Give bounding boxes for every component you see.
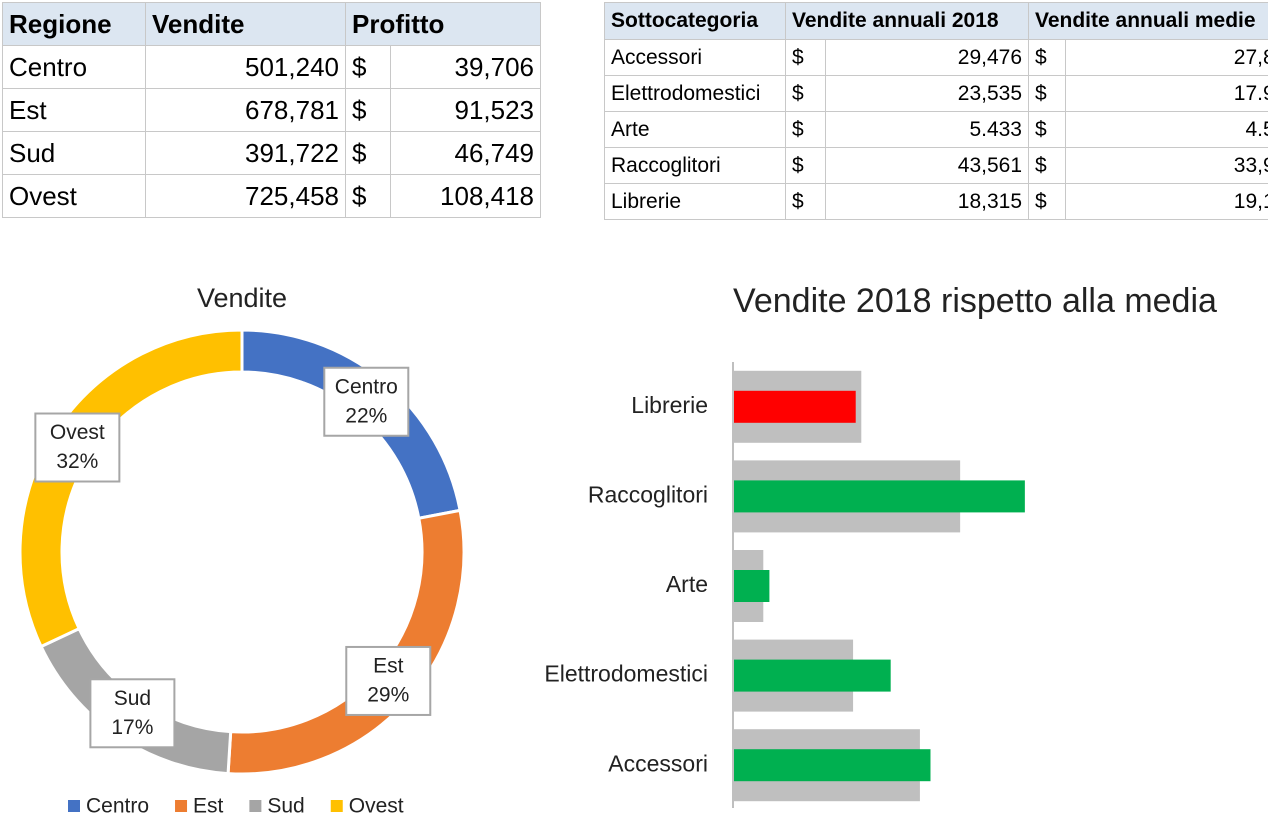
table-cell: $ <box>1028 147 1066 184</box>
table-cell: $ <box>345 174 391 218</box>
table-cell: 17.922 <box>1065 75 1268 112</box>
y-tick-label: Librerie <box>631 392 708 418</box>
donut-slice <box>18 328 244 649</box>
chart-title: Vendite <box>197 283 287 313</box>
table-cell: $ <box>785 111 826 148</box>
bar <box>733 659 891 692</box>
legend-label: Sud <box>267 795 304 818</box>
bar <box>733 570 770 602</box>
data-label-category: Ovest <box>50 421 105 444</box>
table-cell: Ovest <box>2 174 146 218</box>
y-tick-label: Raccoglitori <box>588 481 708 507</box>
table-cell: 33,902 <box>1065 147 1268 184</box>
header-cell: Vendite <box>145 2 346 46</box>
table-row: Accessori$29,476$27,897 <box>604 39 1268 76</box>
table-cell: 18,315 <box>825 183 1029 220</box>
table-cell: $ <box>1028 183 1066 220</box>
table-row: Ovest 725,458 $108,418 <box>2 174 542 218</box>
header-row: Sottocategoria Vendite annuali 2018 Vendit… <box>604 2 1268 40</box>
table-row: Raccoglitori$43,561$33,902 <box>604 147 1268 184</box>
table-cell: 108,418 <box>389 174 542 218</box>
data-label-box <box>34 412 121 483</box>
header-row: Regione Vendite Profitto <box>2 2 542 46</box>
data-label-category: Sud <box>114 687 151 710</box>
bar <box>733 749 931 782</box>
table-cell: 43,561 <box>825 147 1029 184</box>
chart-title: Vendite 2018 rispetto alla media <box>733 282 1217 320</box>
subcategory-table-container: Sottocategoria Vendite annuali 2018 Vendit… <box>604 2 1268 222</box>
data-label-value: 29% <box>367 684 409 707</box>
data-label-category: Centro <box>335 375 398 398</box>
header-cell: Vendite annuali 2018 <box>785 2 1029 40</box>
table-cell: 4.520 <box>1065 111 1268 148</box>
table-cell: 19,147 <box>1065 183 1268 220</box>
table-cell: 23,535 <box>825 75 1029 112</box>
table-cell: Librerie <box>604 183 786 220</box>
table-cell: 678,781 <box>145 88 346 132</box>
table-cell: $ <box>1028 39 1066 76</box>
table-cell: $ <box>785 147 826 184</box>
region-table: Regione Vendite Profitto Centro 501,240 $39,7… <box>2 2 542 218</box>
data-label-value: 32% <box>56 450 98 473</box>
table-cell: Accessori <box>604 39 786 76</box>
data-label-box <box>89 678 176 749</box>
table-cell: Centro <box>2 45 146 89</box>
bar <box>733 390 856 423</box>
table-row: Librerie$18,315$19,147 <box>604 183 1268 220</box>
y-tick-label: Accessori <box>608 750 708 776</box>
table-cell: 91,523 <box>389 88 542 132</box>
legend-swatch <box>68 800 80 812</box>
table-cell: 5.433 <box>825 111 1029 148</box>
header-cell: Sottocategoria <box>604 2 786 40</box>
table-row: Sud 391,722 $46,749 <box>2 131 542 175</box>
legend-label: Est <box>193 795 224 818</box>
table-cell: $ <box>345 45 391 89</box>
y-tick-label: Elettrodomestici <box>544 661 708 687</box>
y-tick-label: Arte <box>666 571 708 597</box>
table-cell: $ <box>345 131 391 175</box>
legend-swatch <box>249 800 262 812</box>
table-cell: 29,476 <box>825 39 1029 76</box>
table-cell: 39,706 <box>389 45 542 89</box>
legend-swatch <box>175 800 188 812</box>
legend-label: Centro <box>86 795 149 818</box>
subcategory-table: Sottocategoria Vendite annuali 2018 Vendit… <box>604 2 1268 220</box>
table-row: Centro 501,240 $39,706 <box>2 45 542 89</box>
legend-label: Ovest <box>349 795 404 818</box>
legend-swatch <box>330 800 343 812</box>
table-cell: 725,458 <box>145 174 346 218</box>
data-label-value: 22% <box>345 404 387 427</box>
header-cell: Vendite annuali medie <box>1028 2 1268 40</box>
donut-slice <box>226 508 466 776</box>
table-cell: $ <box>785 75 826 112</box>
data-label-category: Est <box>373 655 404 678</box>
data-label-box <box>323 366 410 437</box>
data-label-value: 17% <box>111 716 153 739</box>
data-label-box <box>345 645 432 716</box>
bar <box>733 480 1025 513</box>
header-cell: Regione <box>2 2 146 46</box>
